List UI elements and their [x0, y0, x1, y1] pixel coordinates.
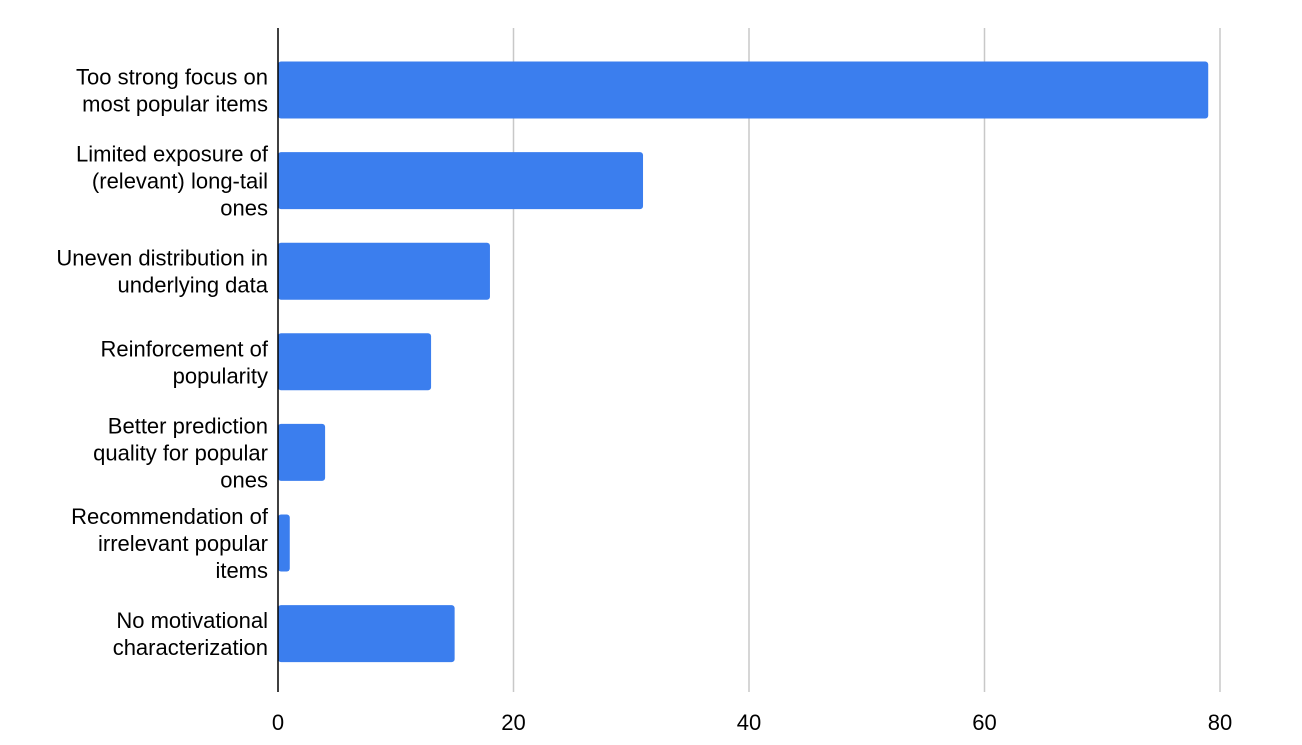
category-label-3: Reinforcement of popularity — [100, 336, 268, 388]
category-label-line: Uneven distribution in — [56, 246, 268, 271]
category-label-line: quality for popular — [93, 440, 268, 465]
category-label-4: Better prediction quality for popular ones — [93, 413, 268, 492]
x-tick-label-0: 0 — [272, 710, 284, 735]
x-tick-label-40: 40 — [737, 710, 761, 735]
category-label-line: Recommendation of — [71, 504, 269, 529]
category-labels: Too strong focus on most popular items Lim… — [56, 65, 268, 661]
category-label-line: ones — [220, 467, 268, 492]
bar-6 — [278, 605, 455, 663]
x-tick-label-80: 80 — [1208, 710, 1232, 735]
category-label-line: characterization — [113, 635, 268, 660]
bars — [278, 61, 1209, 663]
category-label-line: (relevant) long-tail — [92, 169, 268, 194]
category-label-line: ones — [220, 196, 268, 221]
bar-2 — [278, 242, 490, 300]
category-label-line: most popular items — [82, 92, 268, 117]
bar-3 — [278, 333, 432, 391]
category-label-5: Recommendation of irrelevant popular items — [71, 504, 269, 583]
bar-5 — [278, 514, 290, 572]
category-label-line: No motivational — [116, 608, 268, 633]
x-tick-labels: 0 20 40 60 80 — [272, 710, 1232, 735]
category-label-2: Uneven distribution in underlying data — [56, 246, 268, 298]
x-tick-label-20: 20 — [501, 710, 525, 735]
category-label-6: No motivational characterization — [113, 608, 268, 660]
bar-4 — [278, 423, 326, 481]
bar-0 — [278, 61, 1209, 119]
category-label-0: Too strong focus on most popular items — [76, 65, 268, 117]
x-tick-label-60: 60 — [972, 710, 996, 735]
category-label-line: Reinforcement of — [100, 336, 268, 361]
category-label-line: underlying data — [118, 273, 269, 298]
category-label-line: Limited exposure of — [76, 142, 269, 167]
category-label-line: popularity — [173, 363, 268, 388]
category-label-line: Better prediction — [108, 413, 268, 438]
grid-lines — [512, 28, 1221, 692]
category-label-line: items — [215, 558, 268, 583]
bar-1 — [278, 152, 644, 210]
category-label-1: Limited exposure of (relevant) long-tail o… — [76, 142, 269, 221]
category-label-line: Too strong focus on — [76, 65, 268, 90]
category-label-line: irrelevant popular — [98, 531, 268, 556]
